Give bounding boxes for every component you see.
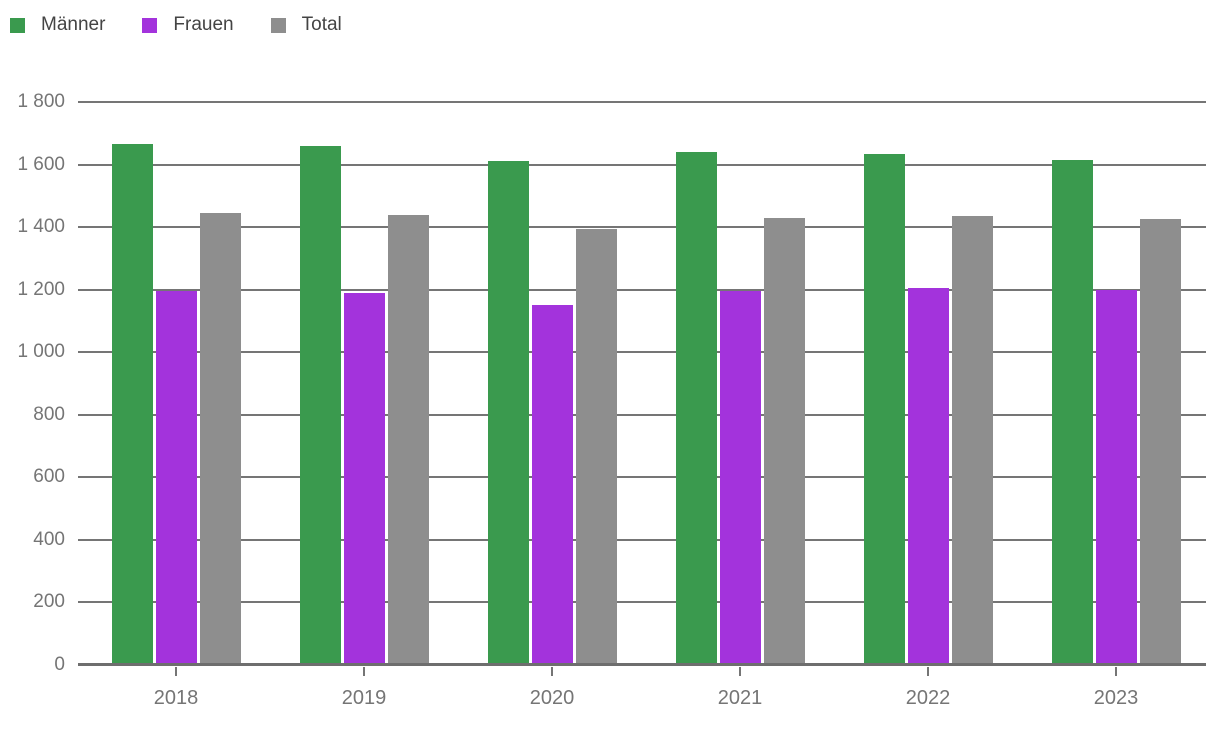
legend-label-maenner: Männer [41,14,106,35]
x-axis-line [78,663,1206,666]
bar-total-2023[interactable] [1139,219,1181,665]
legend-label-total: Total [301,14,342,35]
bar-männer-2023[interactable] [1051,159,1093,665]
x-axis-label-2018: 2018 [153,687,199,709]
y-axis-label-1000: 1 000 [17,341,65,363]
legend-item-maenner[interactable]: Männer [10,14,105,36]
bar-total-2022[interactable] [951,216,993,665]
gridline-200 [78,601,1206,604]
bar-männer-2018[interactable] [111,144,153,665]
x-axis-label-2020: 2020 [529,687,575,709]
legend: Männer Frauen Total [10,14,379,36]
bar-total-2019[interactable] [387,214,429,665]
x-axis-tick-2021 [739,667,741,676]
gridline-1600 [78,163,1206,166]
bar-männer-2022[interactable] [863,153,905,665]
gridline-1400 [78,226,1206,229]
x-axis-label-2019: 2019 [341,687,387,709]
bar-total-2018[interactable] [199,213,241,665]
legend-swatch-maenner-icon [10,17,25,33]
y-axis-label-1200: 1 200 [17,278,65,300]
y-axis-label-1800: 1 800 [17,91,65,112]
gridline-800 [78,413,1206,416]
y-axis-label-800: 800 [33,403,65,425]
gridline-1200 [78,288,1206,291]
y-axis-label-200: 200 [33,591,65,613]
gridline-1800 [78,101,1206,103]
bar-männer-2020[interactable] [487,161,529,665]
gridline-600 [78,476,1206,479]
x-axis-tick-2019 [363,667,365,676]
legend-item-frauen[interactable]: Frauen [142,14,234,36]
x-axis-label-2023: 2023 [1093,687,1139,709]
legend-item-total[interactable]: Total [270,14,342,36]
gridline-1000 [78,351,1206,354]
x-axis-label-2022: 2022 [905,687,951,709]
x-axis-tick-2018 [175,667,177,676]
y-axis-label-0: 0 [54,654,65,675]
bar-männer-2019[interactable] [299,145,341,665]
bar-frauen-2023[interactable] [1095,289,1137,665]
bar-frauen-2018[interactable] [155,291,197,665]
bar-frauen-2022[interactable] [907,288,949,665]
legend-label-frauen: Frauen [173,14,234,35]
bar-männer-2021[interactable] [675,152,717,665]
bar-frauen-2020[interactable] [531,305,573,665]
gridline-400 [78,538,1206,541]
bar-total-2021[interactable] [763,217,805,665]
bar-total-2020[interactable] [575,228,617,665]
x-axis-tick-2022 [927,667,929,676]
y-axis-label-1400: 1 400 [17,216,65,238]
y-axis-label-600: 600 [33,466,65,488]
y-axis-label-400: 400 [33,528,65,550]
x-axis-tick-2020 [551,667,553,676]
legend-swatch-total-icon [270,17,286,33]
legend-swatch-frauen-icon [142,17,158,33]
bar-frauen-2019[interactable] [343,292,385,665]
x-axis-tick-2023 [1115,667,1117,676]
bar-frauen-2021[interactable] [719,291,761,665]
x-axis-label-2021: 2021 [717,687,763,709]
y-axis-label-1600: 1 600 [17,153,65,175]
